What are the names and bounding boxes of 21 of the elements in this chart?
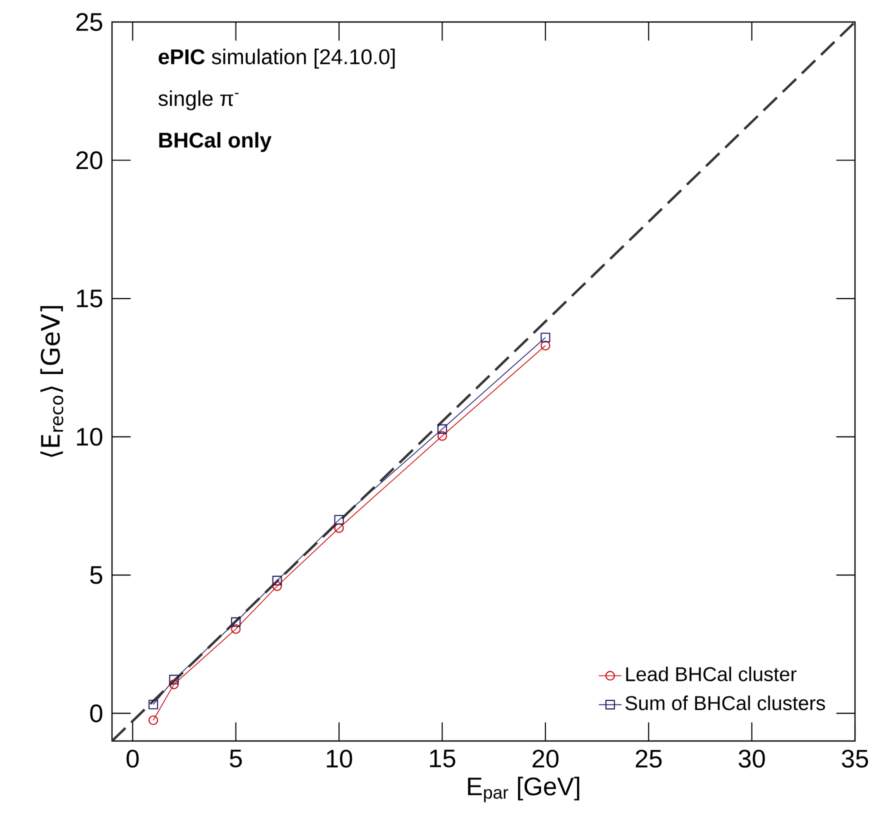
- x-tick-label: 10: [326, 750, 352, 768]
- y-tick-label: 0: [90, 704, 102, 722]
- x-tick-label: 5: [230, 750, 242, 768]
- x-tick-label: 30: [738, 750, 765, 768]
- y-tick-label: 10: [77, 428, 102, 446]
- x-tick-label: 15: [430, 750, 456, 768]
- y-axis-title: ⟨E$_{reco}$⟩ [GeV]: [40, 306, 64, 457]
- annotation: ePIC simulation [24.10.0]: [158, 48, 395, 69]
- annotation: single π$^{-}$: [158, 90, 239, 110]
- x-tick-label: 0: [126, 750, 139, 768]
- x-axis-title: E$_{par}$ [GeV]: [468, 776, 580, 802]
- y-tick-label: 15: [77, 290, 102, 308]
- y-tick-label: 20: [76, 151, 102, 170]
- y-tick-label: 25: [76, 13, 102, 31]
- x-tick-label: 20: [532, 750, 559, 768]
- legend-label: Lead BHCal cluster: [626, 666, 797, 682]
- x-tick-label: 25: [636, 750, 662, 768]
- x-tick-label: 35: [842, 750, 868, 768]
- y-tick-label: 5: [90, 566, 102, 584]
- annotation: BHCal only: [159, 132, 272, 152]
- legend-label: Sum of BHCal clusters: [626, 696, 826, 710]
